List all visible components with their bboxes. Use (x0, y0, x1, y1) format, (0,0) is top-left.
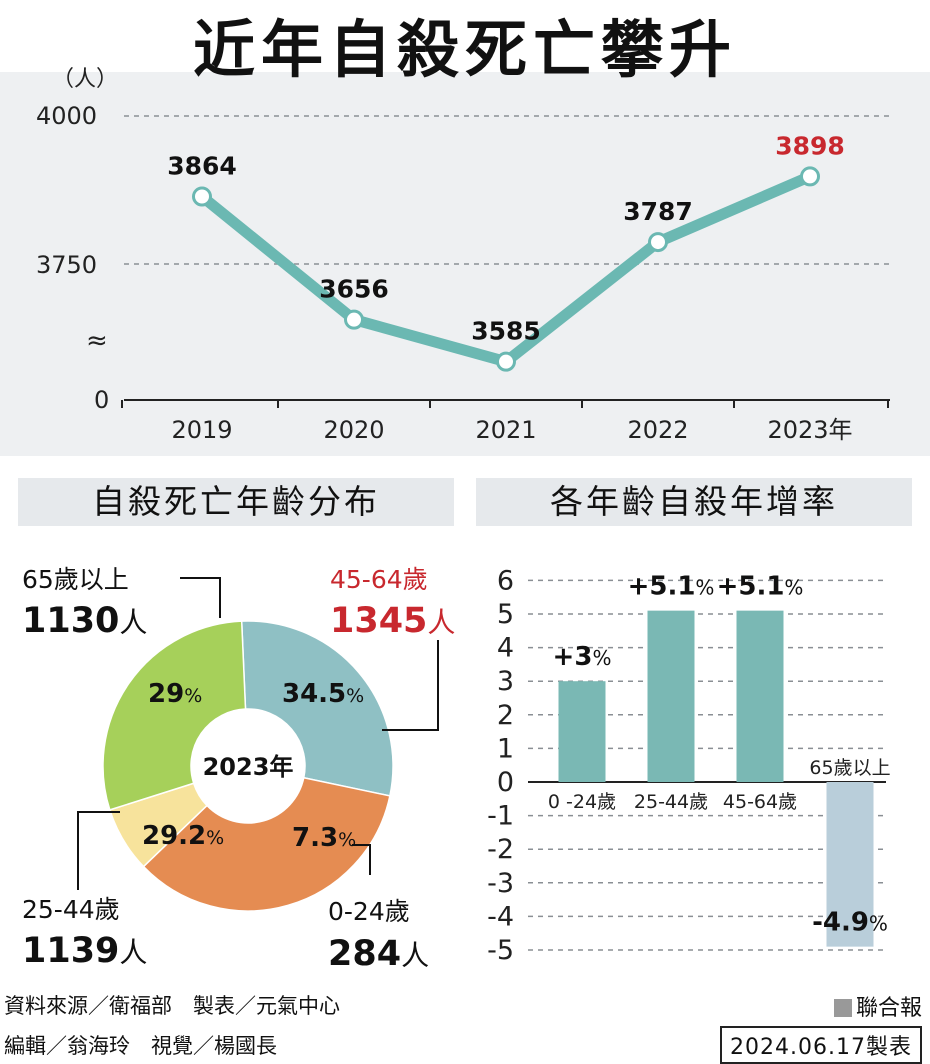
donut-center-label: 2023年 (203, 753, 294, 781)
pct-45: 34.5% (282, 679, 364, 709)
bar-y-tick-label: 1 (497, 733, 514, 764)
bar-y-tick-label: 6 (497, 565, 514, 596)
bar-y-tick-label: -2 (487, 834, 514, 865)
leader-0 (352, 844, 371, 875)
leader-65 (180, 577, 221, 618)
line-x-tick-label: 2022 (627, 416, 688, 444)
line-data-label: 3864 (167, 152, 237, 181)
bar-value-label: +5.1% (717, 572, 804, 602)
main-title: 近年自殺死亡攀升 (192, 13, 737, 86)
bar-y-tick-label: -4 (487, 901, 514, 932)
axis-break-symbol: ≈ (86, 326, 108, 356)
line-data-label: 3898 (775, 131, 845, 160)
brand-name: 聯合報 (855, 996, 922, 1021)
bar-y-tick-label: 2 (497, 700, 514, 731)
bar-value-label: -4.9% (812, 908, 888, 938)
label-45-count: 1345人 (330, 601, 455, 641)
line-point (344, 309, 364, 330)
line-point (496, 351, 516, 372)
pct-65: 29% (148, 679, 202, 709)
label-45-name: 45-64歲 (330, 565, 428, 594)
leader-45 (382, 640, 439, 731)
bar-value-label: +3% (553, 642, 612, 672)
donut-section-title: 自殺死亡年齡分布 (18, 478, 454, 526)
bar-y-tick-label: 4 (497, 633, 514, 664)
bar-y-tick-label: -5 (487, 935, 514, 966)
label-0-name: 0-24歲 (328, 897, 410, 926)
bar-category-label: 0 -24歲 (548, 791, 616, 813)
line-x-tick-label: 2023年 (767, 416, 852, 444)
bar (647, 610, 695, 782)
line-data-label: 3787 (623, 197, 693, 226)
donut-chart: 2023年 65歲以上 1130人 45-64歲 1345人 25-44歲 11… (22, 565, 455, 974)
brand-square-icon (833, 999, 852, 1017)
footer-date: 2024.06.17製表 (720, 1026, 922, 1064)
bar-y-tick-label: 3 (497, 666, 514, 697)
bar-y-tick-label: 5 (497, 599, 514, 630)
line-point (800, 166, 820, 187)
bar-category-label: 45-64歲 (723, 791, 797, 813)
line-chart: （人） 4000 3750 ≈ 0 2019 2020 2021 2022 2023年 … (36, 67, 890, 444)
bar-category-label: 65歲以上 (809, 757, 890, 779)
line-y-tick-3750: 3750 (36, 251, 97, 279)
label-25-count: 1139人 (22, 931, 147, 971)
line-x-tick-label: 2021 (475, 416, 536, 444)
label-25-name: 25-44歲 (22, 895, 120, 924)
bar-category-label: 25-44歲 (634, 791, 708, 813)
line-x-tick-label: 2019 (171, 416, 232, 444)
bar-y-tick-label: -3 (487, 868, 514, 899)
bar (826, 782, 874, 947)
donut-hole (191, 709, 305, 823)
line-point (648, 232, 668, 253)
bar-value-label: +5.1% (628, 572, 715, 602)
pct-25: 29.2% (142, 821, 224, 851)
bar-y-tick-label: -1 (487, 801, 514, 832)
line-x-tick-label: 2020 (323, 416, 384, 444)
line-data-label: 3656 (319, 275, 389, 304)
pct-0: 7.3% (292, 823, 356, 853)
bar-y-tick-label: 0 (497, 767, 514, 798)
footer-brand: 聯合報 (833, 990, 922, 1022)
leader-25 (77, 811, 120, 890)
label-65-count: 1130人 (22, 601, 147, 641)
footer-editors: 編輯／翁海玲 視覺／楊國長 (4, 1034, 277, 1058)
line-data-label: 3585 (471, 317, 541, 346)
bar-section-title: 各年齡自殺年增率 (476, 478, 912, 526)
label-65-name: 65歲以上 (22, 565, 129, 594)
line-point (192, 186, 212, 207)
bar (736, 610, 784, 782)
line-y-tick-4000: 4000 (36, 102, 97, 130)
bar (558, 681, 606, 782)
label-0-count: 284人 (328, 934, 429, 974)
line-y-tick-0: 0 (94, 386, 109, 414)
footer-source: 資料來源／衛福部 製表／元氣中心 (4, 994, 340, 1018)
line-y-unit: （人） (52, 67, 118, 92)
